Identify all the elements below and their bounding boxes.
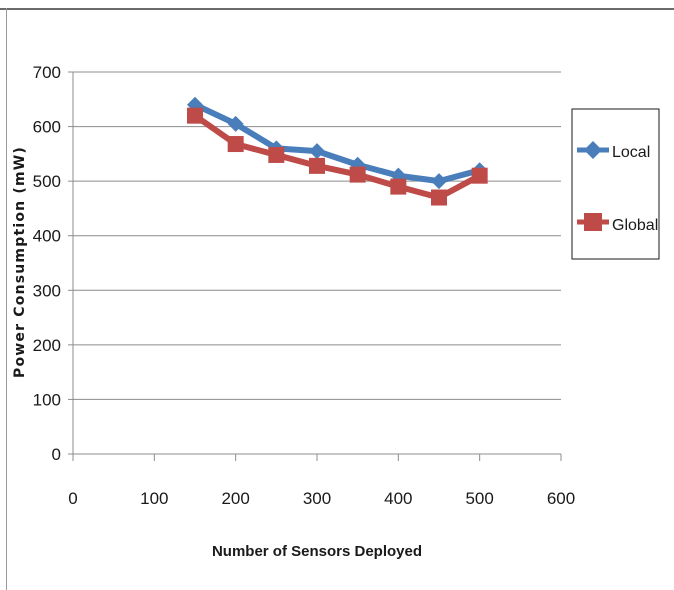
point-local-450	[431, 173, 447, 190]
point-local-200	[227, 115, 244, 132]
x-tick-label-200: 200	[221, 489, 249, 508]
point-global-250	[268, 146, 285, 163]
y-tick-label-500: 500	[33, 172, 61, 191]
legend-label-local: Local	[612, 144, 650, 161]
legend-marker-local	[584, 141, 602, 159]
y-axis-label: Power Consumption (mW)	[12, 146, 28, 378]
point-global-400	[390, 178, 407, 195]
point-global-500	[471, 167, 488, 184]
legend-box	[571, 108, 660, 260]
legend: Local Global	[571, 108, 660, 260]
frame-top-border	[0, 8, 674, 10]
point-global-350	[349, 166, 366, 183]
y-tick-label-200: 200	[33, 336, 61, 355]
series-markers	[187, 96, 488, 206]
point-global-150	[187, 107, 203, 124]
point-global-450	[431, 189, 447, 206]
x-axis-label: Number of Sensors Deployed	[212, 543, 422, 560]
point-global-300	[309, 157, 325, 174]
y-tick-label-600: 600	[33, 118, 61, 137]
frame-left-border	[6, 8, 7, 590]
point-global-200	[227, 136, 244, 153]
x-tick-label-0: 0	[68, 489, 77, 508]
y-tick-label-300: 300	[33, 281, 61, 300]
point-local-300	[309, 143, 325, 160]
y-tick-label-700: 700	[33, 63, 61, 82]
x-tick-label-300: 300	[303, 489, 331, 508]
y-tick-labels: 0 100 200 300 400 500 600 700	[33, 63, 61, 464]
legend-marker-global	[584, 213, 602, 231]
x-tick-labels: 0 100 200 300 400 500 600	[68, 489, 575, 508]
x-tick-label-100: 100	[140, 489, 168, 508]
x-tick-label-500: 500	[465, 489, 493, 508]
axes	[68, 71, 562, 461]
x-tick-label-400: 400	[384, 489, 412, 508]
gridlines	[73, 71, 561, 400]
legend-label-global: Global	[612, 217, 658, 234]
y-tick-label-100: 100	[33, 390, 61, 409]
y-tick-label-0: 0	[52, 445, 61, 464]
x-tick-label-600: 600	[547, 489, 575, 508]
y-tick-label-400: 400	[33, 227, 61, 246]
